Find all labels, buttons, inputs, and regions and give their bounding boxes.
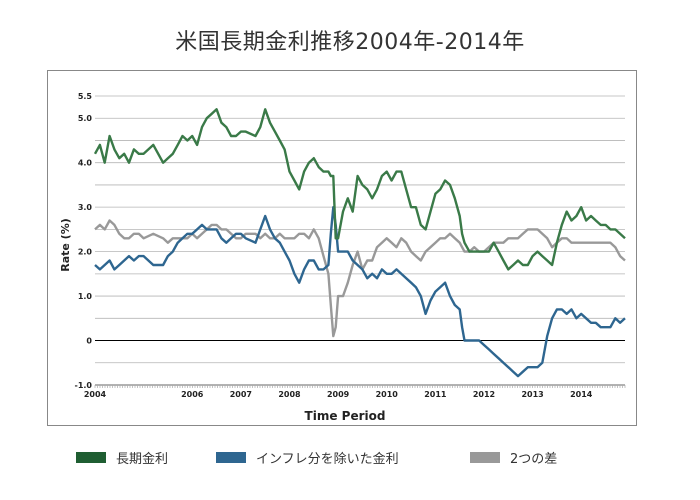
legend-label-long-term-rate: 長期金利 — [116, 451, 169, 467]
x-tick-label: 2013 — [521, 390, 543, 399]
x-tick-label: 2004 — [84, 390, 107, 399]
y-tick-label: 0 — [86, 337, 92, 346]
y-tick-label: -1.0 — [75, 381, 93, 390]
y-tick-label: 5.0 — [78, 114, 93, 123]
series-line-difference — [94, 219, 626, 338]
plot-frame — [47, 70, 637, 426]
legend-label-real-rate: インフレ分を除いた金利 — [256, 451, 399, 467]
x-tick-label: 2009 — [327, 390, 350, 399]
y-tick-label: 3.0 — [78, 203, 93, 212]
chart-title: 米国長期金利推移2004年-2014年 — [175, 30, 525, 55]
y-tick-label: 1.0 — [78, 292, 93, 301]
legend-item-difference: 2つの差 — [470, 448, 558, 467]
y-tick-label: 2.0 — [78, 248, 93, 257]
legend-item-real-rate: インフレ分を除いた金利 — [216, 448, 399, 467]
x-axis-ticks: 2004 2006 2007 2008 2009 2010 2011 2012 2013 2014 — [84, 390, 593, 399]
x-tick-label: 2012 — [473, 390, 495, 399]
x-tick-label: 2007 — [230, 390, 252, 399]
series-layer — [93, 108, 626, 378]
x-tick-label: 2008 — [278, 390, 301, 399]
legend-swatch-difference — [470, 451, 500, 463]
x-tick-label: 2006 — [181, 390, 204, 399]
y-axis-ticks: -1.0 0 1.0 2.0 3.0 4.0 5.0 5.5 — [75, 92, 93, 390]
x-tick-label: 2014 — [570, 390, 593, 399]
x-tick-label: 2011 — [424, 390, 447, 399]
y-axis-label: Rate (%) — [59, 218, 72, 272]
legend-label-difference: 2つの差 — [510, 451, 558, 467]
y-tick-label: 5.5 — [78, 92, 93, 101]
y-tick-label: 4.0 — [78, 159, 93, 168]
x-axis-label: Time Period — [305, 409, 386, 423]
legend-swatch-long-term-rate — [76, 451, 106, 463]
x-tick-label: 2010 — [376, 390, 399, 399]
legend-swatch-real-rate — [216, 451, 246, 463]
legend-item-long-term-rate: 長期金利 — [76, 448, 169, 467]
series-line-real-rate — [94, 206, 626, 378]
series-line-long-term-rate — [93, 108, 626, 271]
